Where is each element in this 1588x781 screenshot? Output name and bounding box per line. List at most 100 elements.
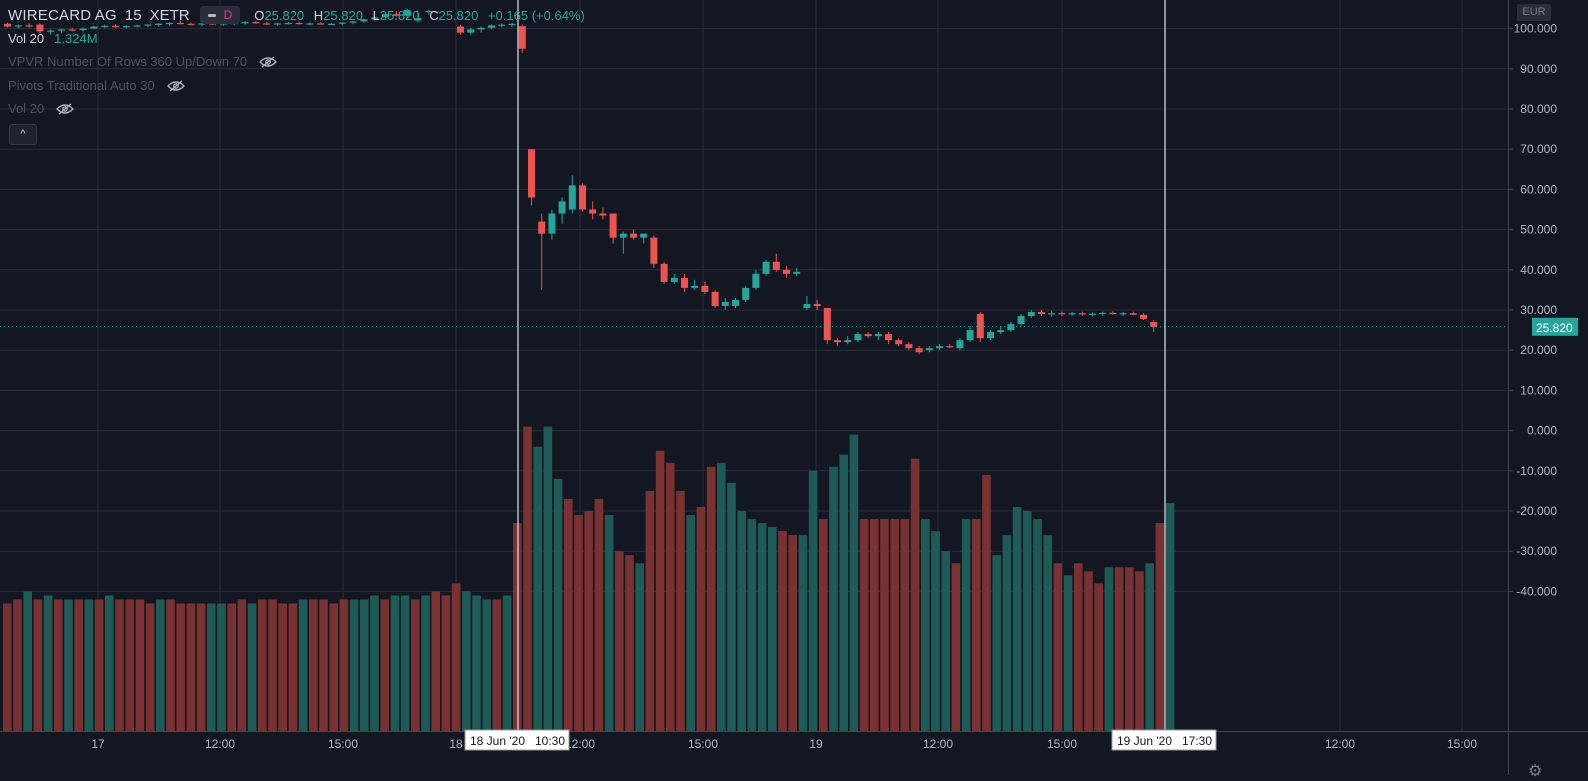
candle xyxy=(498,23,506,28)
crosshair-label-box xyxy=(1111,729,1217,751)
volume-bar xyxy=(1145,563,1154,731)
volume-bar xyxy=(819,519,828,731)
candle xyxy=(599,207,607,220)
volume-bar xyxy=(757,523,767,731)
mode-toggle[interactable]: D xyxy=(199,6,241,24)
candle xyxy=(241,21,249,25)
volume-bar xyxy=(666,462,675,731)
volume-bar xyxy=(400,595,410,731)
time-tick-label: 15:00 xyxy=(1047,737,1077,751)
mode-letter: D xyxy=(223,8,233,22)
candle xyxy=(392,10,400,17)
volume-bar xyxy=(217,603,226,731)
candle xyxy=(1007,322,1015,333)
candle xyxy=(1119,312,1127,317)
eye-hidden-icon[interactable] xyxy=(166,80,185,92)
indicator-volume-2[interactable]: Vol 20 xyxy=(8,101,75,116)
volume-bar xyxy=(472,595,481,731)
currency-badge[interactable]: EUR xyxy=(1517,4,1551,21)
candle xyxy=(1038,310,1045,317)
volume-bar xyxy=(655,450,665,731)
volume-bar xyxy=(1033,519,1042,731)
volume-bar xyxy=(298,599,308,731)
volume-bar xyxy=(513,523,522,731)
candle xyxy=(425,10,433,15)
price-tick-label: 70.000 xyxy=(1520,142,1557,156)
volume-bar xyxy=(615,551,624,731)
candle xyxy=(925,346,933,353)
indicator-volume[interactable]: Vol 20 1.324M xyxy=(8,31,98,46)
candle xyxy=(122,25,130,29)
volume-bar xyxy=(910,458,920,731)
volume-bar xyxy=(941,551,950,731)
candle xyxy=(936,344,943,351)
volume-bar xyxy=(594,498,604,731)
volume-bar xyxy=(1074,563,1083,731)
price-tick-label: 30.000 xyxy=(1520,303,1557,317)
volume-bar xyxy=(135,599,145,731)
candle xyxy=(1078,311,1086,316)
volume-bar xyxy=(166,599,175,731)
volume-bar xyxy=(411,599,420,731)
candle xyxy=(295,21,303,25)
ohlc-key: H xyxy=(313,7,324,23)
price-tick-label: 100.000 xyxy=(1514,22,1558,36)
indicator-vpvr[interactable]: VPVR Number Of Rows 360 Up/Down 70 xyxy=(8,54,278,69)
crosshair-label-box xyxy=(464,729,570,751)
volume-bar xyxy=(676,490,685,731)
price-tick-label: 80.000 xyxy=(1520,102,1557,116)
volume-bar xyxy=(84,599,94,731)
volume-bar xyxy=(237,599,247,731)
interval-label[interactable]: 15 xyxy=(124,6,142,24)
volume-bar xyxy=(992,555,1001,731)
volume-bar xyxy=(258,599,267,731)
candle xyxy=(467,27,475,35)
volume-bar xyxy=(23,591,32,731)
volume-bar xyxy=(370,595,379,731)
volume-bar xyxy=(870,519,879,731)
price-tick-label: 90.000 xyxy=(1520,62,1557,76)
volume-bar xyxy=(1002,535,1012,731)
volume-bar xyxy=(502,595,512,731)
volume-bar xyxy=(43,595,53,731)
volume-bar xyxy=(778,531,787,731)
candle xyxy=(742,285,750,302)
volume-bar xyxy=(768,527,777,731)
candle xyxy=(854,332,862,343)
volume-bar xyxy=(961,519,971,731)
candle xyxy=(1068,312,1076,317)
eye-hidden-icon[interactable] xyxy=(56,103,75,115)
volume-bar xyxy=(441,595,451,731)
collapse-legend-button[interactable]: ^ xyxy=(9,124,37,145)
candle xyxy=(252,20,260,24)
indicator-name: Pivots Traditional Auto 30 xyxy=(8,78,155,93)
candle xyxy=(166,22,173,26)
volume-bar xyxy=(951,563,961,731)
volume-bar xyxy=(829,466,838,731)
ohlc-value: 25.820 xyxy=(438,7,479,23)
symbol-name[interactable]: WIRECARD AG xyxy=(8,6,117,24)
volume-bar xyxy=(462,591,471,731)
candle xyxy=(14,24,22,29)
volume-bar xyxy=(533,446,542,731)
eye-hidden-icon[interactable] xyxy=(259,56,278,68)
candle xyxy=(783,265,790,278)
candle xyxy=(966,326,974,343)
volume-bar xyxy=(421,595,430,731)
time-tick-label: 15:00 xyxy=(328,737,358,751)
candle xyxy=(1099,311,1107,316)
volume-bar xyxy=(921,519,930,731)
candle xyxy=(528,149,535,206)
settings-gear-icon[interactable]: ⚙ xyxy=(1528,763,1543,780)
candle xyxy=(834,338,841,347)
candle xyxy=(538,213,546,290)
candle xyxy=(905,342,913,351)
indicator-pivots[interactable]: Pivots Traditional Auto 30 xyxy=(8,78,185,93)
ohlc-key: L xyxy=(372,7,380,23)
price-tick-label: 60.000 xyxy=(1520,182,1557,196)
volume-bar xyxy=(390,595,400,731)
volume-bar xyxy=(737,511,746,731)
volume-bar xyxy=(1135,571,1144,731)
volume-bar xyxy=(74,599,83,731)
